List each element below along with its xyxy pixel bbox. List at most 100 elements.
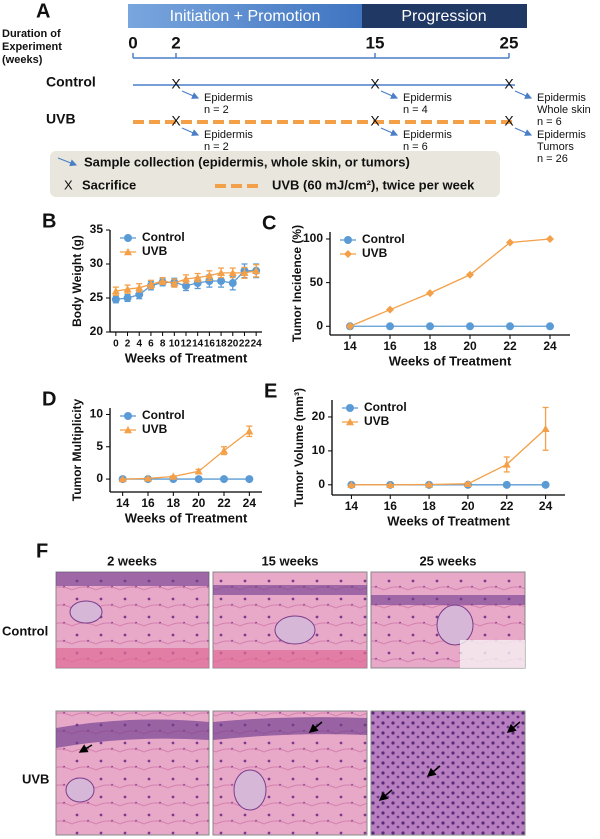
marker xyxy=(502,460,511,468)
x-axis-label: Weeks of Treatment xyxy=(125,510,248,525)
sample-text: Epidermis xyxy=(537,129,586,141)
y-tick-label: 5 xyxy=(96,439,103,453)
marker xyxy=(123,285,132,293)
marker xyxy=(346,418,354,426)
sample-arrow xyxy=(380,127,399,136)
x-tick-label: 6 xyxy=(148,339,154,350)
week-label: 25 xyxy=(500,33,519,52)
muscle-layer xyxy=(213,650,367,668)
epidermis-layer xyxy=(213,585,367,595)
hair-follicle xyxy=(69,600,103,624)
legend-box xyxy=(50,151,500,197)
legend-symbol: X xyxy=(64,177,73,192)
marker xyxy=(146,280,155,288)
sample-arrow xyxy=(181,127,200,136)
marker xyxy=(541,480,550,489)
marker xyxy=(426,289,434,298)
marker xyxy=(220,475,228,484)
sample-text: Epidermis xyxy=(204,129,253,141)
x-tick-label: 20 xyxy=(461,499,475,513)
x-tick-label: 14 xyxy=(345,499,359,513)
x-tick-label: 12 xyxy=(180,339,192,350)
duration-label: Experiment xyxy=(2,41,62,53)
panel-label: B xyxy=(42,210,56,232)
marker xyxy=(158,277,167,285)
week-label: 0 xyxy=(128,33,137,52)
image-uvb-25w xyxy=(370,710,526,836)
column-label: 2 weeks xyxy=(107,553,157,568)
y-tick-label: 20 xyxy=(90,324,104,338)
marker xyxy=(217,268,226,277)
group-label: Control xyxy=(46,74,96,90)
marker xyxy=(346,322,354,331)
marker xyxy=(135,283,144,291)
marker xyxy=(123,294,132,303)
marker xyxy=(217,277,226,285)
x-tick-label: 2 xyxy=(125,339,131,350)
legend-text: Sacrifice xyxy=(82,177,136,192)
phase-label: Progression xyxy=(401,8,486,25)
muscle-layer xyxy=(56,648,209,668)
x-tick-label: 20 xyxy=(227,339,239,350)
marker xyxy=(111,295,120,304)
epidermis-layer xyxy=(213,717,367,740)
x-tick-label: 8 xyxy=(160,339,166,350)
marker xyxy=(169,472,178,480)
marker xyxy=(346,404,354,412)
marker xyxy=(245,475,254,484)
x-tick-label: 10 xyxy=(169,339,181,350)
marker xyxy=(182,281,190,290)
sample-text: n = 26 xyxy=(537,153,568,165)
panel-label: E xyxy=(264,380,277,402)
marker xyxy=(124,234,132,242)
epidermis-layer xyxy=(56,719,209,748)
marker xyxy=(124,426,132,434)
column-label: 15 weeks xyxy=(261,553,318,568)
arrow xyxy=(378,789,393,801)
x-tick-label: 4 xyxy=(136,339,142,350)
duration-label: (weeks) xyxy=(2,54,43,66)
legend-text: UVB (60 mJ/cm²), twice per week xyxy=(272,177,475,192)
panel-label: F xyxy=(36,540,48,562)
marker xyxy=(466,322,474,331)
row-label: UVB xyxy=(22,771,49,786)
marker xyxy=(205,277,214,285)
marker xyxy=(220,446,228,454)
x-tick-label: 22 xyxy=(503,339,517,353)
marker xyxy=(194,467,203,475)
x-tick-label: 14 xyxy=(192,339,204,350)
marker xyxy=(347,480,356,489)
marker xyxy=(124,412,132,420)
series-line xyxy=(122,430,250,480)
histology-images xyxy=(55,571,526,836)
marker xyxy=(506,238,514,247)
fat-tissue xyxy=(460,640,525,668)
sample-text: Whole skin xyxy=(537,104,591,116)
sample-arrow xyxy=(380,90,399,99)
x-tick-label: 16 xyxy=(383,339,397,353)
phase-bar xyxy=(362,4,527,28)
legend-label: UVB xyxy=(364,414,390,428)
epidermis-layer xyxy=(56,572,209,586)
x-axis-label: Weeks of Treatment xyxy=(389,353,512,368)
x-tick-label: 14 xyxy=(343,339,357,353)
x-tick-label: 22 xyxy=(239,339,251,350)
duration-label: Duration of xyxy=(2,28,61,40)
marker xyxy=(135,290,144,299)
y-tick-label: 25 xyxy=(90,290,104,304)
marker xyxy=(240,268,249,277)
week-label: 15 xyxy=(366,33,385,52)
hair-follicle xyxy=(274,615,316,645)
marker xyxy=(144,474,152,482)
x-axis-label: Weeks of Treatment xyxy=(387,513,510,528)
marker xyxy=(170,279,179,287)
marker xyxy=(386,322,394,331)
week-label: 2 xyxy=(171,33,180,52)
sacrifice-mark: X xyxy=(504,76,514,92)
x-tick-label: 18 xyxy=(423,339,437,353)
y-axis-label: Tumor Incidence (%) xyxy=(290,225,304,342)
marker xyxy=(466,270,474,279)
y-axis-label: Tumor Multiplicity xyxy=(70,398,84,501)
sample-text: Epidermis xyxy=(403,92,452,104)
